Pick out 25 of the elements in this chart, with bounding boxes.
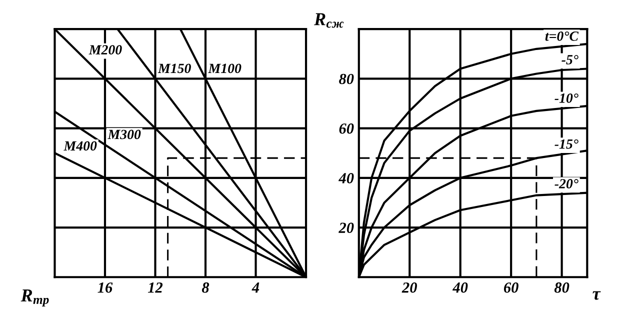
series-label: -10° — [554, 93, 578, 103]
x-tick-label: 12 — [148, 282, 163, 293]
x-tick-label: 4 — [252, 282, 260, 293]
series-label: M150 — [158, 64, 191, 74]
x-axis-title: τ — [592, 291, 601, 300]
series-label: M300 — [108, 130, 141, 140]
series-label: t=0°C — [545, 31, 579, 41]
y-tick-label: 80 — [339, 74, 354, 84]
series-label: -15° — [554, 139, 578, 149]
x-tick-label: 20 — [402, 282, 417, 293]
x-tick-label: 16 — [98, 282, 113, 293]
x-tick-label: 8 — [202, 282, 210, 293]
x-tick-label: 40 — [452, 282, 468, 293]
series-label: -5° — [562, 55, 578, 64]
series-label: M200 — [88, 45, 122, 54]
series-label: M400 — [64, 141, 97, 151]
y-tick-label: 40 — [338, 173, 354, 184]
series-label: -20° — [554, 179, 578, 188]
y-tick-label: 60 — [339, 123, 354, 134]
x-tick-label: 80 — [554, 282, 570, 293]
y-tick-label: 20 — [338, 222, 354, 233]
x-axis-title: R$_{тр}$ — [20, 290, 49, 307]
x-tick-label: 60 — [504, 282, 518, 293]
series-label: M100 — [208, 64, 242, 74]
y-axis-title: R$_{сж}$ — [314, 13, 344, 28]
